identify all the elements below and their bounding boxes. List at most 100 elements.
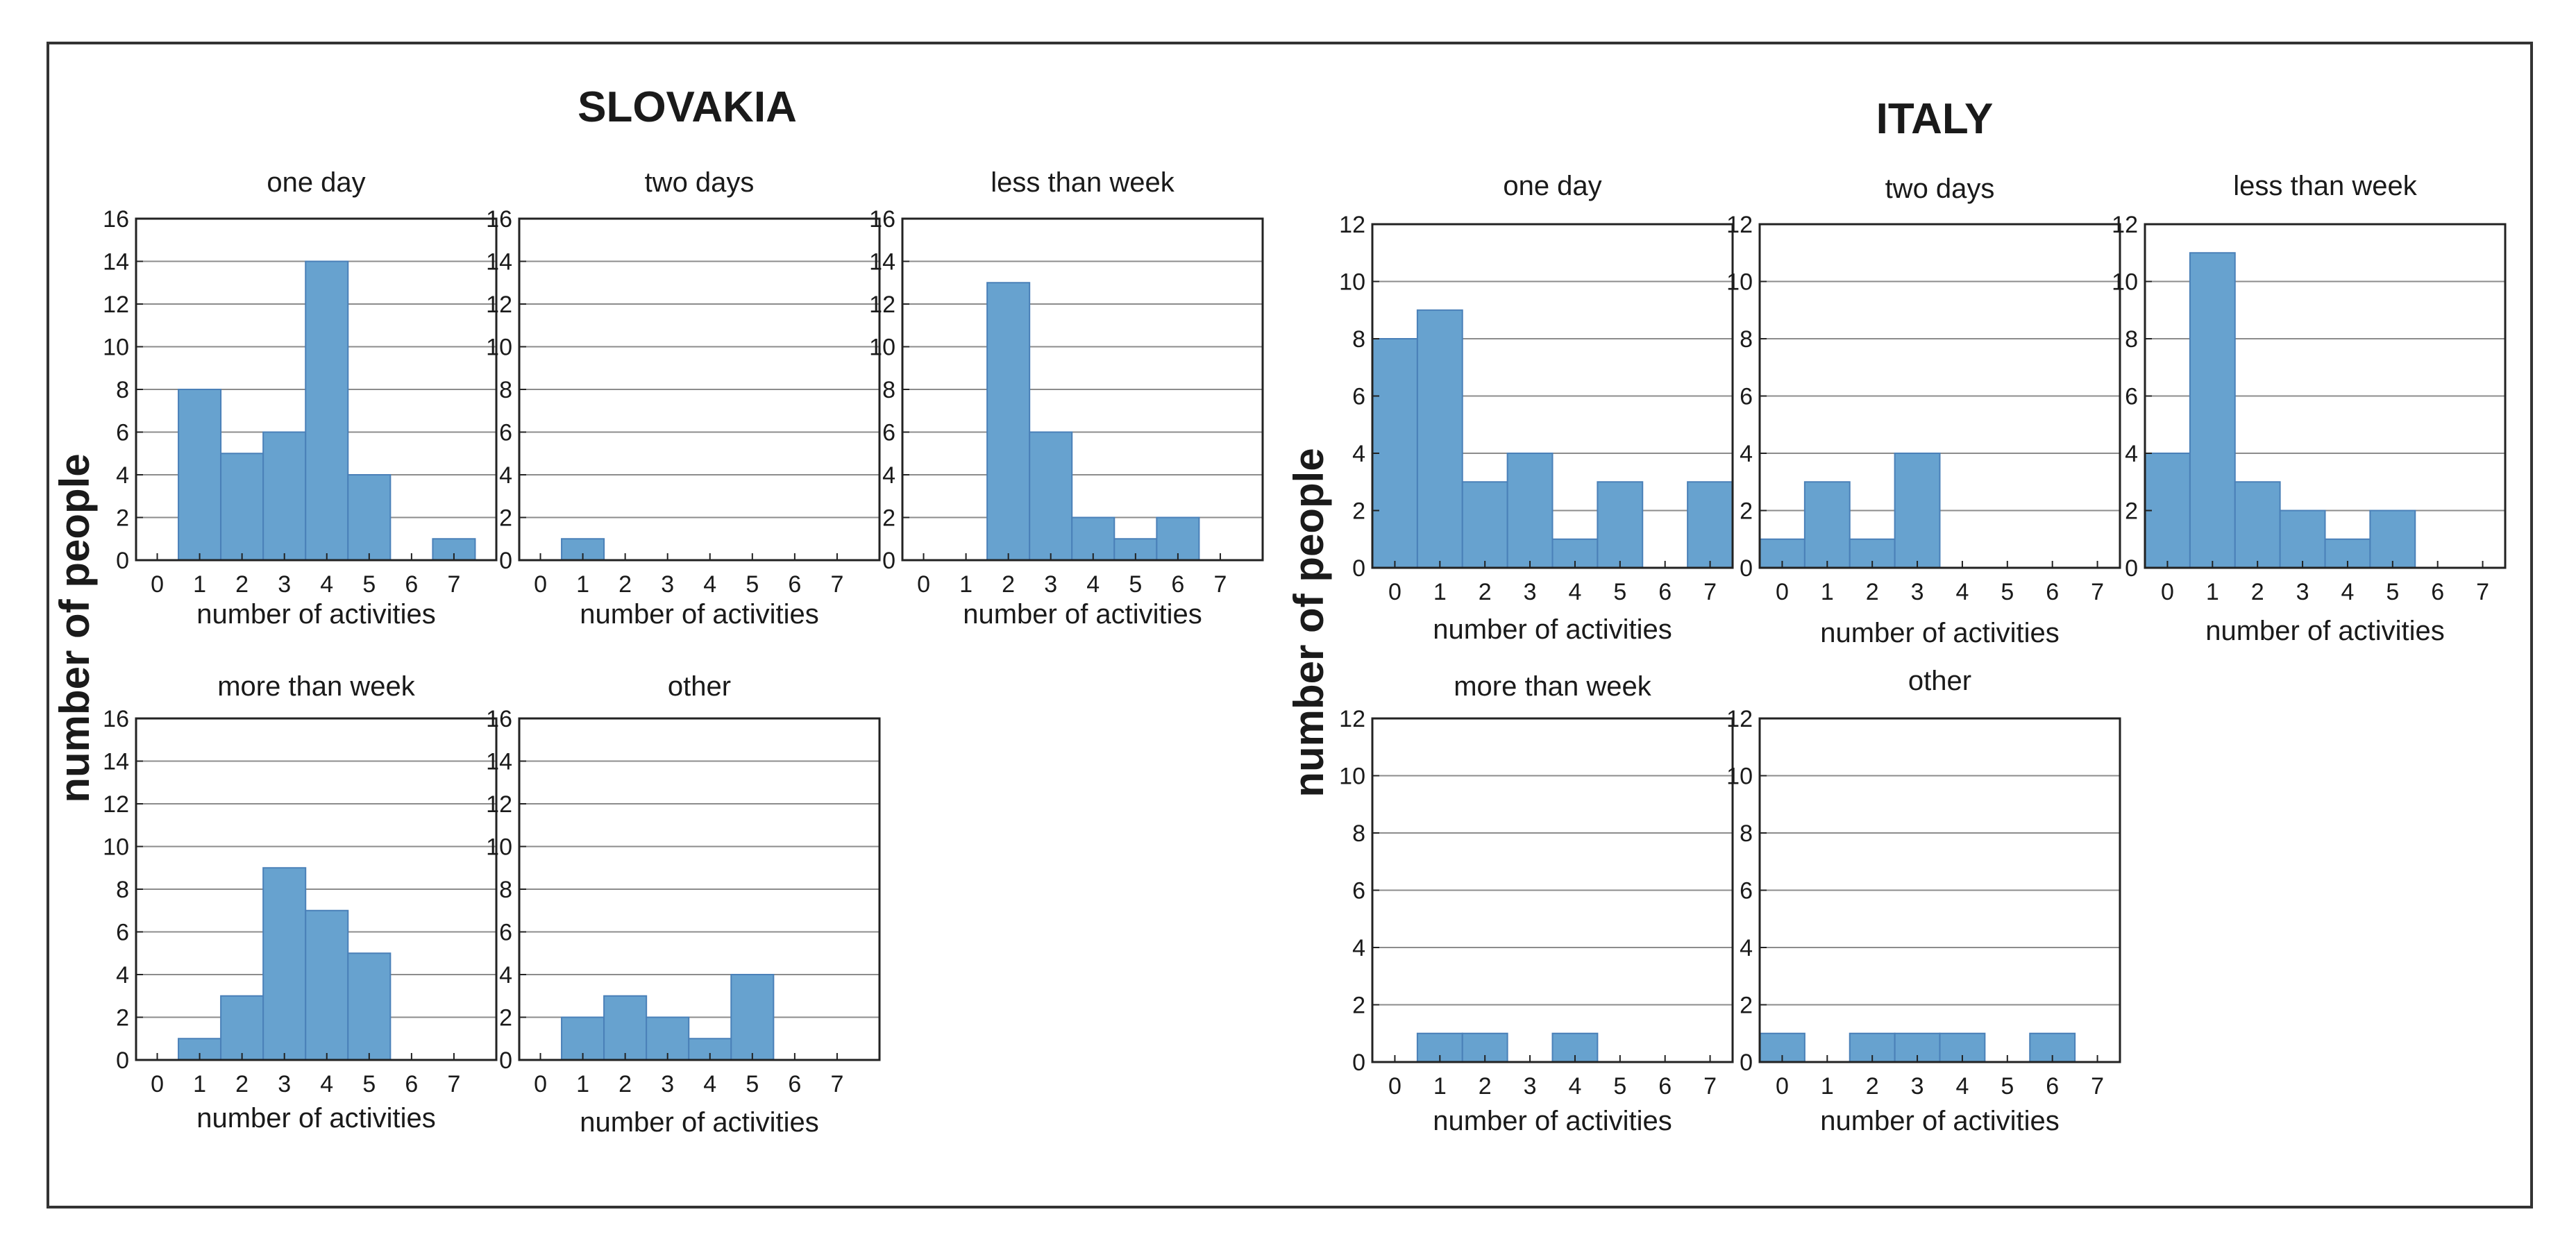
- y-tick-label: 12: [1726, 212, 1753, 238]
- x-tick-label: 0: [1388, 579, 1401, 605]
- x-axis-label: number of activities: [196, 599, 436, 630]
- italy-y-axis-label: number of people: [1286, 448, 1332, 797]
- y-tick-label: 0: [2125, 555, 2138, 582]
- y-tick-label: 12: [2112, 212, 2138, 238]
- y-tick-label: 14: [486, 749, 512, 775]
- x-tick-label: 4: [2341, 579, 2354, 605]
- x-tick-label: 1: [959, 571, 973, 598]
- panel-title: less than week: [2233, 171, 2418, 201]
- y-tick-label: 10: [869, 335, 895, 361]
- x-tick-label: 6: [1171, 571, 1184, 598]
- panel-title: less than week: [991, 167, 1175, 198]
- y-tick-label: 0: [116, 1047, 129, 1074]
- x-tick-label: 7: [2091, 1073, 2104, 1100]
- x-tick-label: 6: [405, 571, 418, 598]
- x-tick-label: 3: [2296, 579, 2309, 605]
- y-tick-label: 2: [1352, 498, 1365, 525]
- y-tick-label: 8: [882, 377, 895, 403]
- y-tick-label: 14: [103, 249, 129, 276]
- bar-4: [305, 909, 349, 1061]
- bar-5: [347, 952, 392, 1061]
- bar-1: [178, 389, 222, 561]
- y-tick-label: 0: [1352, 555, 1365, 582]
- y-tick-label: 6: [116, 420, 129, 446]
- x-tick-label: 1: [1433, 1073, 1447, 1100]
- x-tick-label: 2: [1866, 1073, 1879, 1100]
- y-tick-label: 8: [499, 377, 512, 403]
- bar-0: [2144, 453, 2191, 568]
- y-tick-label: 6: [499, 920, 512, 946]
- x-tick-label: 3: [1911, 579, 1924, 605]
- x-tick-label: 1: [576, 1071, 589, 1097]
- x-tick-label: 5: [362, 571, 376, 598]
- y-tick-label: 2: [2125, 498, 2138, 525]
- y-tick-label: 2: [1740, 498, 1753, 525]
- x-tick-label: 4: [703, 571, 716, 598]
- y-tick-label: 2: [882, 505, 895, 532]
- x-tick-label: 0: [2161, 579, 2174, 605]
- y-tick-label: 16: [869, 206, 895, 233]
- y-tick-label: 16: [486, 206, 512, 233]
- panel-title: two days: [1885, 174, 1995, 204]
- x-tick-label: 2: [2251, 579, 2264, 605]
- x-tick-label: 4: [1086, 571, 1100, 598]
- bar-3: [262, 867, 307, 1061]
- x-tick-label: 1: [2206, 579, 2219, 605]
- bar-3: [2279, 509, 2326, 568]
- x-axis-label: number of activities: [1433, 1106, 1672, 1136]
- y-tick-label: 8: [116, 877, 129, 903]
- y-tick-label: 0: [1352, 1050, 1365, 1076]
- x-tick-label: 3: [1911, 1073, 1924, 1100]
- y-tick-label: 2: [116, 1005, 129, 1031]
- y-tick-label: 12: [1339, 212, 1365, 238]
- y-tick-label: 6: [499, 420, 512, 446]
- x-tick-label: 7: [1703, 579, 1717, 605]
- x-tick-label: 5: [1613, 579, 1626, 605]
- y-tick-label: 10: [1726, 764, 1753, 790]
- y-tick-label: 6: [116, 920, 129, 946]
- x-tick-label: 0: [917, 571, 930, 598]
- x-tick-label: 0: [534, 571, 547, 598]
- y-tick-label: 4: [2125, 441, 2138, 467]
- y-tick-label: 10: [1726, 269, 1753, 296]
- bar-3: [262, 431, 307, 561]
- y-tick-label: 8: [1740, 820, 1753, 847]
- x-tick-label: 5: [746, 1071, 759, 1097]
- x-axis-label: number of activities: [196, 1103, 436, 1134]
- x-tick-label: 4: [320, 1071, 333, 1097]
- y-tick-label: 6: [1352, 878, 1365, 904]
- panel-title: other: [1908, 666, 1971, 696]
- y-tick-label: 6: [1740, 384, 1753, 410]
- bar-5: [347, 474, 392, 561]
- y-tick-label: 6: [2125, 384, 2138, 410]
- bar-4: [305, 260, 349, 561]
- x-axis-label: number of activities: [1433, 614, 1672, 645]
- bar-3: [1029, 431, 1073, 561]
- y-tick-label: 4: [882, 462, 895, 489]
- bar-5: [730, 974, 775, 1061]
- bar-2: [986, 282, 1031, 561]
- y-tick-label: 8: [2125, 326, 2138, 353]
- y-tick-label: 0: [116, 548, 129, 574]
- x-tick-label: 5: [1129, 571, 1142, 598]
- x-tick-label: 3: [1524, 1073, 1537, 1100]
- x-tick-label: 6: [1658, 1073, 1672, 1100]
- y-tick-label: 6: [882, 420, 895, 446]
- x-tick-label: 2: [1002, 571, 1015, 598]
- y-tick-label: 8: [1740, 326, 1753, 353]
- x-tick-label: 3: [278, 1071, 291, 1097]
- y-tick-label: 12: [1726, 706, 1753, 732]
- x-tick-label: 1: [193, 1071, 206, 1097]
- y-tick-label: 10: [103, 834, 129, 861]
- y-tick-label: 10: [103, 335, 129, 361]
- x-tick-label: 2: [1479, 1073, 1492, 1100]
- x-tick-label: 6: [405, 1071, 418, 1097]
- x-tick-label: 4: [1568, 579, 1581, 605]
- y-tick-label: 6: [1352, 384, 1365, 410]
- y-tick-label: 4: [1352, 935, 1365, 961]
